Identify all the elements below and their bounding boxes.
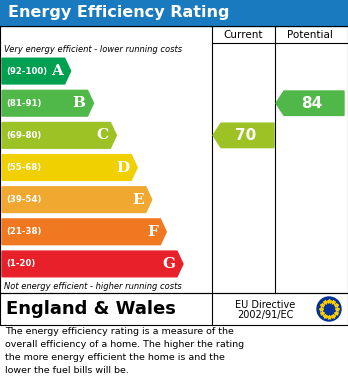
Text: 2002/91/EC: 2002/91/EC: [237, 310, 294, 320]
Text: (92-100): (92-100): [6, 66, 47, 75]
Text: E: E: [132, 193, 144, 206]
Text: F: F: [148, 225, 158, 239]
Text: C: C: [96, 128, 108, 142]
Polygon shape: [2, 155, 137, 180]
Text: Very energy efficient - lower running costs: Very energy efficient - lower running co…: [4, 45, 182, 54]
Text: A: A: [51, 64, 63, 78]
Polygon shape: [2, 58, 71, 84]
Text: G: G: [162, 257, 175, 271]
Text: D: D: [116, 160, 129, 174]
Text: The energy efficiency rating is a measure of the
overall efficiency of a home. T: The energy efficiency rating is a measur…: [5, 327, 244, 375]
Polygon shape: [2, 219, 166, 245]
Text: (69-80): (69-80): [6, 131, 41, 140]
Text: 84: 84: [301, 96, 323, 111]
Text: Current: Current: [224, 29, 263, 39]
Polygon shape: [213, 123, 274, 147]
Text: Energy Efficiency Rating: Energy Efficiency Rating: [8, 5, 229, 20]
Bar: [0, 293, 348, 325]
Polygon shape: [2, 122, 116, 148]
Bar: [0, 26, 348, 293]
Text: (55-68): (55-68): [6, 163, 41, 172]
Text: 70: 70: [235, 128, 256, 143]
Text: England & Wales: England & Wales: [6, 300, 176, 318]
Text: (21-38): (21-38): [6, 227, 41, 236]
Polygon shape: [2, 90, 94, 116]
Text: Not energy efficient - higher running costs: Not energy efficient - higher running co…: [4, 282, 182, 291]
Text: (1-20): (1-20): [6, 260, 35, 269]
Text: EU Directive: EU Directive: [235, 300, 295, 310]
Text: (81-91): (81-91): [6, 99, 41, 108]
Text: Potential: Potential: [287, 29, 333, 39]
Text: B: B: [72, 96, 86, 110]
Text: (39-54): (39-54): [6, 195, 41, 204]
Polygon shape: [276, 91, 344, 115]
Polygon shape: [2, 187, 152, 212]
Circle shape: [317, 297, 341, 321]
Bar: [0, 0, 348, 26]
Polygon shape: [2, 251, 183, 277]
